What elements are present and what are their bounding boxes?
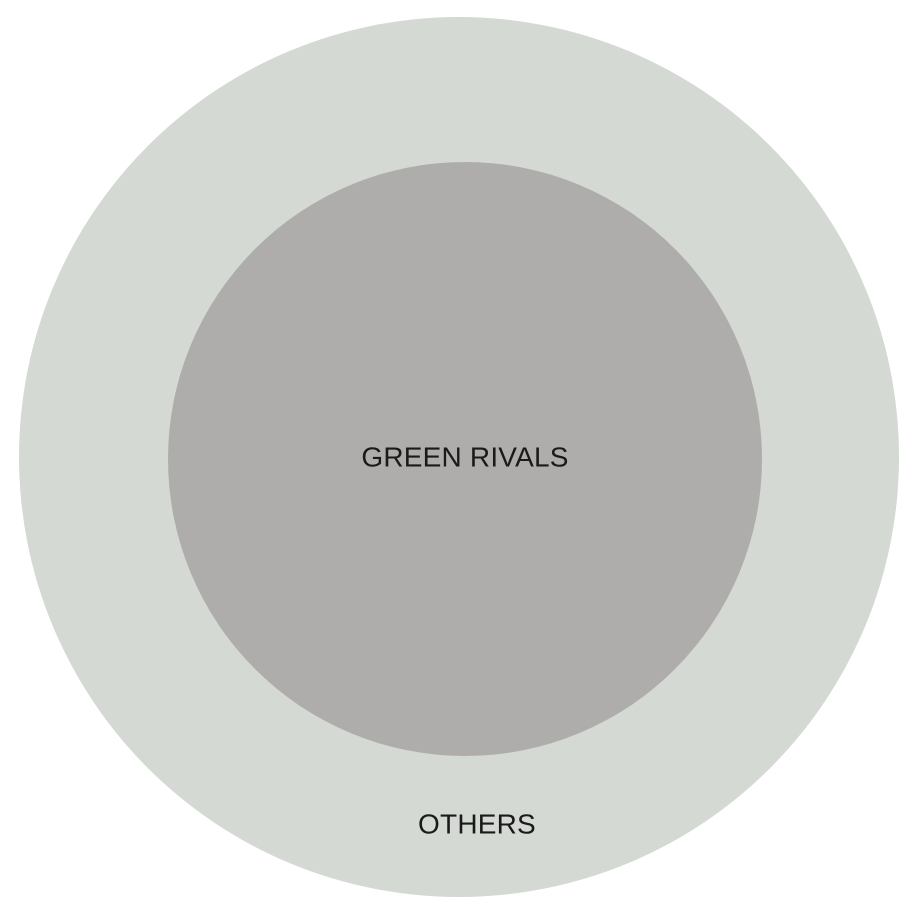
outer-circle-label: OTHERS (418, 808, 536, 839)
inner-circle-label: GREEN RIVALS (361, 441, 568, 472)
